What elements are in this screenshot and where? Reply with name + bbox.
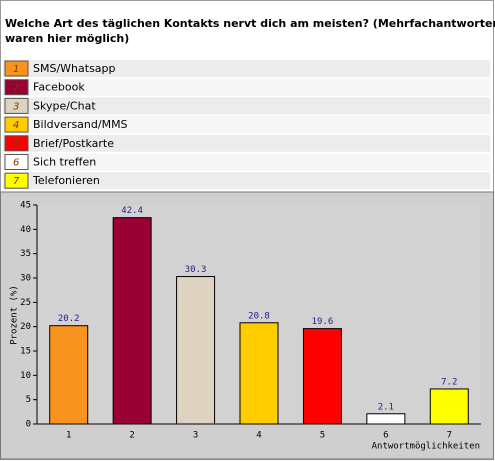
bar — [176, 276, 216, 425]
y-tick-label: 0 — [26, 420, 31, 430]
legend-label: Facebook — [33, 81, 85, 94]
bar — [112, 217, 152, 425]
value-label: 30.3 — [185, 265, 207, 275]
legend-row — [3, 97, 490, 115]
legend-label: Bildversand/MMS — [33, 118, 128, 131]
legend-swatch — [4, 154, 29, 170]
value-label: 7.2 — [441, 377, 457, 387]
legend-label: SMS/Whatsapp — [33, 62, 116, 75]
y-tick-label: 30 — [20, 274, 31, 284]
x-tick-label: 2 — [129, 431, 134, 441]
legend-swatch — [4, 79, 29, 96]
legend-label: Brief/Postkarte — [33, 137, 114, 150]
bar — [302, 328, 342, 425]
value-label: 2.1 — [378, 402, 394, 412]
legend-number: 6 — [13, 158, 19, 169]
value-label: 20.2 — [58, 314, 80, 324]
legend-row — [3, 60, 490, 77]
x-tick-label: 1 — [66, 431, 71, 441]
x-tick-label: 7 — [447, 431, 452, 441]
legend-number: 1 — [13, 64, 19, 75]
y-tick-label: 10 — [20, 371, 31, 381]
legend-swatch — [4, 116, 29, 133]
value-label: 42.4 — [121, 206, 143, 216]
x-tick-label: 6 — [383, 431, 388, 441]
bar — [49, 325, 89, 425]
legend-number: 4 — [13, 120, 19, 131]
legend-swatch — [4, 60, 29, 77]
legend-swatch — [4, 172, 29, 189]
value-label: 20.8 — [248, 311, 270, 321]
legend-number: 3 — [13, 101, 19, 112]
x-axis-label: Antwortmöglichkeiten — [372, 442, 480, 452]
y-tick-label: 40 — [20, 225, 31, 235]
y-tick-label: 45 — [20, 201, 31, 211]
y-axis-label: Prozent (%) — [10, 285, 20, 345]
legend-number: 2 — [13, 83, 19, 94]
legend-row — [3, 134, 490, 152]
y-tick-label: 25 — [20, 298, 31, 308]
y-tick-label: 5 — [26, 395, 31, 405]
legend-swatch — [4, 97, 29, 114]
x-tick-label: 4 — [256, 431, 261, 441]
y-tick-label: 35 — [20, 249, 31, 259]
y-tick-label: 20 — [20, 322, 31, 332]
bar — [429, 388, 469, 425]
value-label: 19.6 — [312, 317, 334, 327]
legend-number: 7 — [13, 176, 20, 187]
y-tick-label: 15 — [20, 347, 31, 357]
legend-label: Sich treffen — [33, 156, 96, 169]
chart-title: Welche Art des täglichen Kontakts nervt … — [5, 17, 495, 45]
legend-row — [3, 78, 490, 96]
legend-number: 5 — [13, 139, 19, 150]
legend-row — [3, 116, 490, 134]
legend-row — [3, 153, 490, 171]
bar — [239, 322, 279, 425]
title-line: waren hier möglich) — [5, 32, 129, 45]
legend-row — [3, 172, 490, 190]
title-line: Welche Art des täglichen Kontakts nervt … — [5, 17, 495, 30]
x-tick-label: 5 — [320, 431, 325, 441]
legend-label: Skype/Chat — [33, 99, 96, 112]
bar — [366, 413, 406, 425]
legend-swatch — [4, 135, 29, 152]
x-tick-label: 3 — [193, 431, 198, 441]
legend-label: Telefonieren — [32, 174, 100, 187]
